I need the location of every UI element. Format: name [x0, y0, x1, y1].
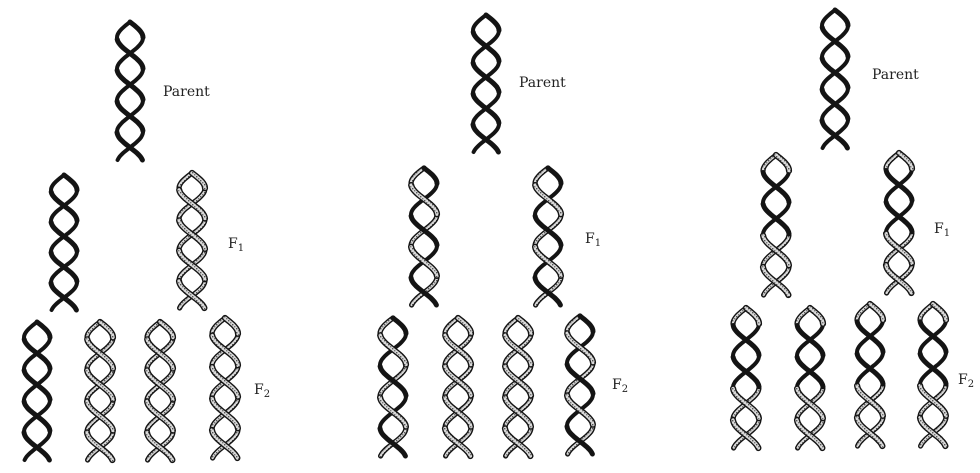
f1-helix-1-1	[48, 172, 80, 313]
f1-label-3: F1	[934, 221, 951, 239]
f2-helix-1-1	[21, 319, 53, 463]
f2-helix-1-4	[208, 314, 242, 462]
f1-label-1: F1	[228, 236, 245, 254]
f1-helix-3-1	[759, 151, 793, 299]
parent-label-3: Parent	[872, 67, 919, 83]
f1-label-2: F1	[585, 231, 602, 249]
f2-label-2: F2	[612, 377, 629, 395]
f2-helix-2-2	[441, 314, 475, 460]
parent-helix-2	[470, 12, 502, 155]
f2-helix-2-1	[377, 315, 410, 459]
f1-helix-3-2	[882, 149, 916, 297]
f2-helix-1-3	[143, 318, 177, 464]
f1-helix-2-2	[532, 165, 565, 308]
f2-helix-1-2	[83, 318, 117, 464]
parent-label-1: Parent	[163, 84, 210, 100]
f1-helix-1-2	[175, 169, 209, 312]
f2-helix-3-4	[916, 300, 950, 450]
f2-label-1: F2	[254, 382, 271, 400]
f2-helix-3-2	[793, 304, 827, 452]
parent-helix-1	[114, 19, 146, 163]
f2-helix-2-4	[564, 313, 597, 457]
parent-helix-3	[819, 7, 851, 151]
f2-label-3: F2	[958, 372, 975, 390]
f2-helix-2-3	[501, 314, 535, 460]
f2-helix-3-3	[853, 300, 887, 450]
f1-helix-2-1	[408, 165, 441, 308]
f2-helix-3-1	[729, 304, 763, 452]
parent-label-2: Parent	[519, 75, 566, 91]
